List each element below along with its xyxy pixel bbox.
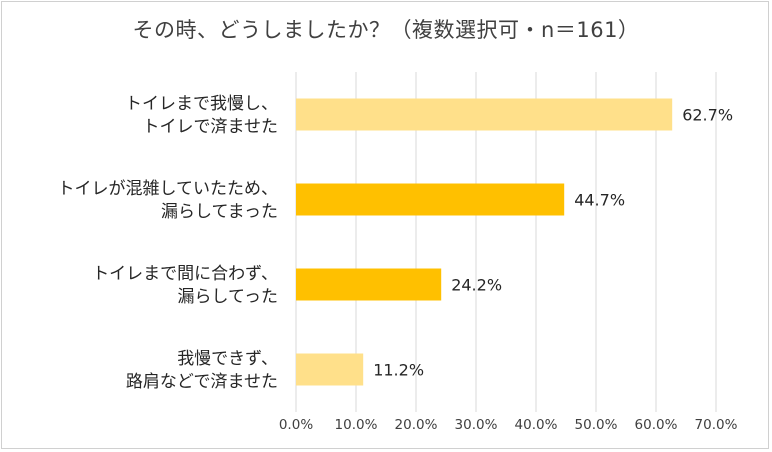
- x-tick-label: 50.0%: [575, 417, 618, 433]
- category-label: トイレが混雑していたため、: [58, 179, 279, 199]
- category-label: トイレまで間に合わず、: [92, 264, 278, 284]
- category-label: 路肩などで済ませた: [126, 372, 278, 392]
- bar: [296, 98, 673, 131]
- x-tick-label: 60.0%: [635, 417, 678, 433]
- chart-title: その時、どうしましたか？（複数選択可・n＝161）: [132, 18, 640, 42]
- x-tick-label: 20.0%: [395, 417, 438, 433]
- x-tick-label: 0.0%: [279, 417, 313, 433]
- bar: [296, 268, 442, 301]
- x-tick-label: 40.0%: [515, 417, 558, 433]
- data-label: 11.2%: [373, 361, 424, 380]
- category-label: 漏らしてまった: [161, 202, 278, 222]
- category-label: 我慢できず、: [177, 348, 278, 369]
- data-label: 62.7%: [682, 106, 733, 125]
- x-tick-label: 10.0%: [335, 417, 378, 433]
- bar: [296, 353, 364, 386]
- category-label: トイレで済ませた: [143, 117, 279, 137]
- data-label: 24.2%: [451, 276, 502, 295]
- x-tick-label: 30.0%: [455, 417, 498, 433]
- bar: [296, 183, 565, 216]
- x-tick-label: 70.0%: [695, 417, 738, 433]
- data-label: 44.7%: [574, 191, 625, 210]
- category-label: 漏らしてった: [178, 287, 278, 307]
- category-label: トイレまで我慢し、: [125, 93, 278, 114]
